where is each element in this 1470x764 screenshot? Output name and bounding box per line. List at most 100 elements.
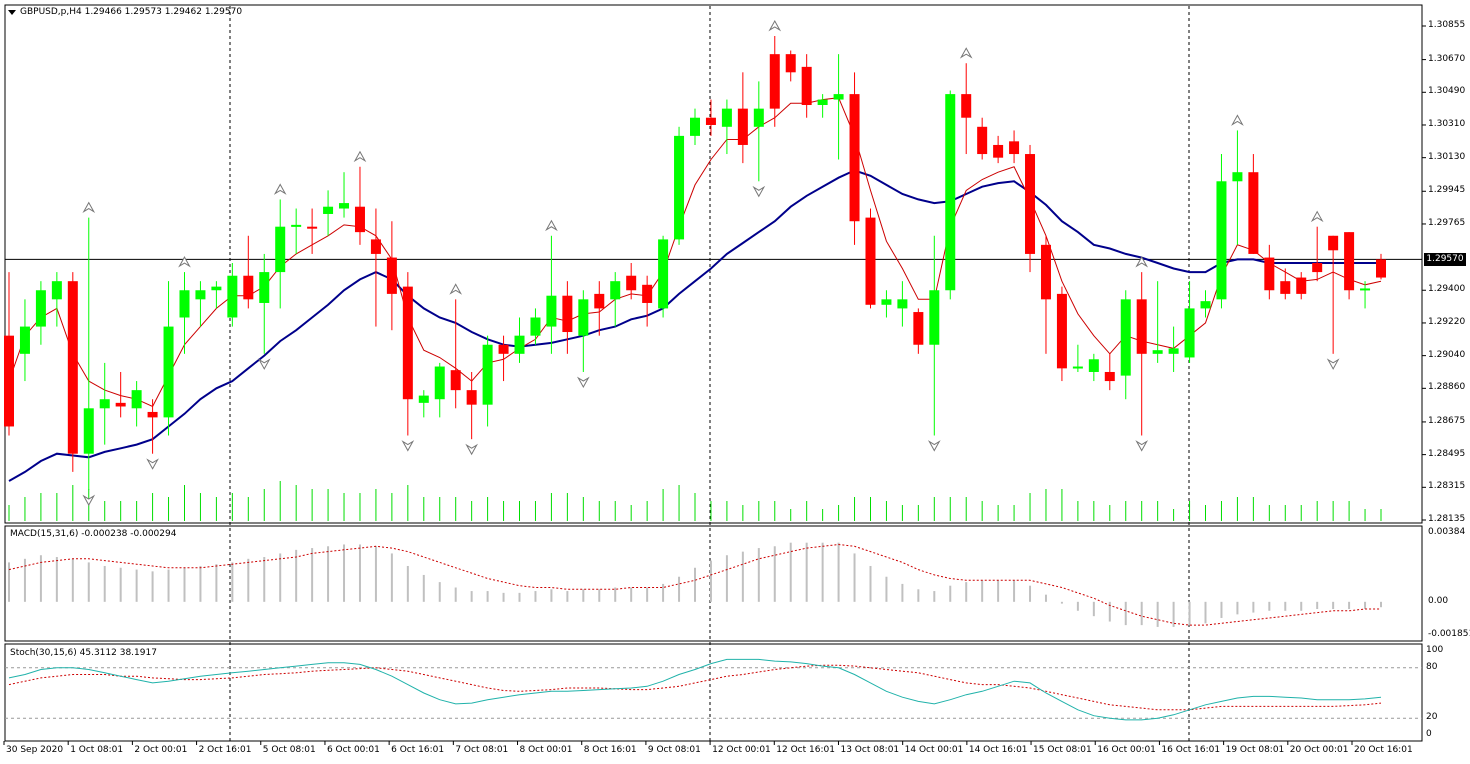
macd-axis-label: 0.00 <box>1428 595 1449 606</box>
candle-body <box>833 94 844 100</box>
fractal-up-arrow-icon <box>449 283 463 295</box>
macd-axis-label: 0.00384 <box>1428 527 1466 537</box>
stoch-axis-label: 20 <box>1426 712 1438 723</box>
candle-body <box>275 226 286 273</box>
time-axis-label: 6 Oct 16:01 <box>391 745 445 755</box>
candle-body <box>370 239 381 254</box>
candle-body <box>115 402 126 407</box>
candle-body <box>658 239 669 309</box>
fractal-down-arrow-icon <box>465 443 478 456</box>
main-chart-header: GBPUSD,p,H4 1.29466 1.29573 1.29462 1.29… <box>20 7 243 17</box>
candle-body <box>913 312 924 345</box>
candle-body <box>1280 281 1291 294</box>
price-axis-label: 1.28135 <box>1428 514 1466 524</box>
fractal-down-arrow-icon <box>82 494 96 507</box>
candle-body <box>1344 232 1355 291</box>
candle-body <box>259 272 270 303</box>
candle-body <box>1056 293 1067 369</box>
fast-moving-average-line <box>8 97 1382 408</box>
candle-body <box>147 411 158 418</box>
stoch-axis-label: 0 <box>1426 729 1432 739</box>
candle-body <box>1200 301 1211 309</box>
price-axis-label: 1.30670 <box>1428 53 1466 64</box>
candle-body <box>817 99 828 106</box>
candle-body <box>801 66 812 106</box>
time-axis-label: 5 Oct 08:01 <box>262 745 316 755</box>
fractal-down-arrow-icon <box>576 376 590 389</box>
candle-body <box>865 217 876 305</box>
fractal-up-arrow-icon <box>768 19 782 32</box>
candle-body <box>83 408 94 454</box>
fractal-up-arrow-icon <box>1310 210 1324 223</box>
candle-body <box>354 206 365 233</box>
fractal-up-arrow-icon <box>273 183 287 195</box>
candle-body <box>897 299 908 309</box>
candle-body <box>386 257 397 294</box>
candle-body <box>67 281 78 454</box>
candle-body <box>1168 348 1179 354</box>
candle-body <box>211 286 222 291</box>
candle-body <box>418 395 429 403</box>
candle-body <box>737 108 748 145</box>
time-axis-label: 14 Oct 00:01 <box>904 745 964 755</box>
fractal-up-arrow-icon <box>1231 114 1244 126</box>
candle-body <box>99 399 110 409</box>
time-axis-label: 9 Oct 08:01 <box>647 745 701 755</box>
candle-body <box>626 275 637 291</box>
time-axis-label: 13 Oct 08:01 <box>840 745 900 755</box>
candle-body <box>1184 308 1195 358</box>
macd-header: MACD(15,31,6) -0.000238 -0.000294 <box>10 529 177 539</box>
time-axis-label: 7 Oct 08:01 <box>455 745 509 755</box>
candle-body <box>195 290 206 300</box>
candle-body <box>1216 181 1227 300</box>
candle-body <box>243 275 254 300</box>
fractal-up-arrow-icon <box>178 256 191 268</box>
stoch-signal-line <box>8 664 1382 711</box>
candle-body <box>929 290 940 345</box>
candle-body <box>610 281 621 300</box>
fractal-down-arrow-icon <box>927 440 941 452</box>
candle-body <box>51 281 62 300</box>
price-axis-label: 1.28315 <box>1428 481 1466 492</box>
candle-body <box>993 144 1004 158</box>
stoch-panel-frame <box>4 643 1423 742</box>
candle-body <box>1232 172 1243 182</box>
macd-signal-line <box>8 543 1381 626</box>
time-axis-label: 12 Oct 16:01 <box>776 745 835 755</box>
candle-body <box>498 344 509 354</box>
candle-body <box>977 126 988 155</box>
candle-body <box>227 275 238 318</box>
time-axis-label: 20 Oct 00:01 <box>1289 745 1349 755</box>
time-axis-label: 16 Oct 16:01 <box>1161 745 1221 755</box>
candle-body <box>434 366 445 400</box>
time-axis-label: 8 Oct 00:01 <box>519 745 573 755</box>
time-axis-label: 6 Oct 00:01 <box>326 745 380 755</box>
dropdown-arrow-icon[interactable] <box>8 10 16 15</box>
candle-body <box>131 390 142 409</box>
candle-body <box>546 295 557 327</box>
fractal-up-arrow-icon <box>1135 256 1149 268</box>
candle-body <box>594 293 605 309</box>
main-panel-frame <box>4 4 1423 524</box>
candle-body <box>674 135 685 240</box>
price-axis-label: 1.29040 <box>1428 349 1466 360</box>
candle-body <box>323 206 334 214</box>
candle-body <box>1248 172 1259 254</box>
candle-body <box>562 295 573 333</box>
candle-body <box>466 390 477 405</box>
candle-body <box>291 224 302 227</box>
time-axis-label: 2 Oct 16:01 <box>198 745 252 755</box>
candle-body <box>721 108 732 127</box>
candle-body <box>690 117 700 136</box>
fractal-up-arrow-icon <box>545 219 558 232</box>
candle-body <box>514 335 525 354</box>
candle-body <box>1360 288 1371 291</box>
candle-body <box>849 94 860 222</box>
candle-body <box>769 54 780 109</box>
candle-body <box>1072 366 1083 369</box>
time-axis-label: 1 Oct 08:01 <box>70 745 124 755</box>
candle-body <box>705 117 716 125</box>
price-axis-label: 1.29220 <box>1428 316 1466 327</box>
candle-body <box>785 54 796 73</box>
